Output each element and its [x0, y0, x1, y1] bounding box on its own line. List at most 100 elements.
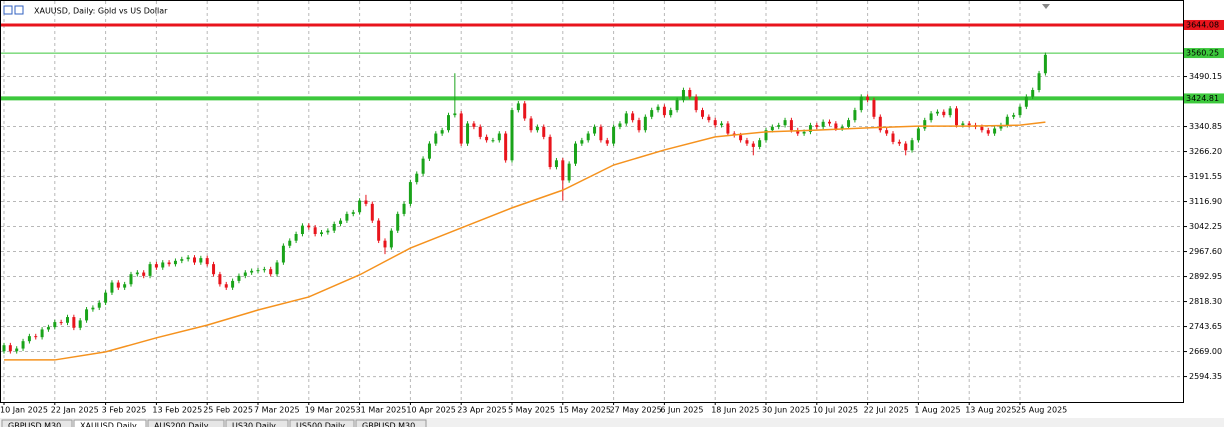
candle-body: [631, 113, 635, 121]
candle-body: [910, 140, 914, 151]
x-tick-label: 1 Aug 2025: [914, 406, 960, 415]
candle-body: [967, 123, 971, 126]
candle-body: [815, 125, 819, 127]
price-level-label: 3424.81: [1186, 94, 1219, 103]
candle-body: [764, 130, 768, 141]
candle-body: [637, 120, 641, 131]
tab[interactable]: [355, 419, 427, 431]
candle-body: [1005, 116, 1009, 126]
x-tick-label: 5 May 2025: [508, 406, 555, 415]
candle-body: [802, 131, 806, 134]
candle-body: [542, 126, 546, 137]
price-level-tag: [1184, 19, 1224, 30]
x-tick-label: 31 Mar 2025: [356, 406, 407, 415]
candle-body: [46, 327, 50, 330]
candle-body: [1024, 96, 1028, 107]
x-tick-label: 23 Apr 2025: [457, 406, 506, 415]
x-tick-label: 3 Feb 2025: [102, 406, 147, 415]
candle-body: [377, 220, 381, 241]
candle-body: [231, 280, 235, 288]
candle-body: [586, 133, 590, 141]
tab[interactable]: [289, 419, 355, 431]
x-tick-label: 13 Feb 2025: [152, 406, 202, 415]
x-tick-label: 10 Jul 2025: [813, 406, 858, 415]
candle-body: [167, 262, 171, 265]
x-tick-label: 10 Apr 2025: [406, 406, 455, 415]
candle-body: [402, 203, 406, 214]
axis: 2594.35 2669.00 2743.65 2818.30 2892.95 2967.…: [0, 19, 1224, 415]
x-tick-label: 22 Jul 2025: [864, 406, 909, 415]
y-tick-label: 3191.55: [1189, 172, 1222, 181]
candle-body: [618, 123, 622, 127]
candle-body: [434, 133, 438, 144]
candle-body: [897, 141, 901, 144]
candle-body: [574, 143, 577, 164]
candle-body: [796, 130, 800, 134]
tab-label[interactable]: US30,Daily: [232, 422, 276, 431]
tab-label[interactable]: GBPUSD,M30: [362, 422, 415, 431]
candle-body: [320, 232, 323, 235]
candle-body: [59, 322, 63, 324]
tab[interactable]: [147, 419, 225, 431]
candle-body: [986, 130, 990, 134]
candle-body: [758, 140, 762, 147]
candle-body: [472, 123, 476, 127]
candle-body: [351, 212, 355, 214]
x-tick-label: 13 Aug 2025: [965, 406, 1016, 415]
tab-label[interactable]: XAUUSD,Daily: [80, 422, 137, 431]
candle-body: [1043, 54, 1047, 74]
candle-body: [675, 100, 679, 111]
candle-body: [853, 110, 857, 121]
candle-body: [123, 284, 127, 288]
candle-body: [193, 257, 196, 263]
candle-body: [669, 110, 673, 116]
candle-body: [370, 203, 374, 221]
tab[interactable]: [73, 419, 147, 431]
tab-label[interactable]: US500,Daily: [296, 422, 345, 431]
candle-body: [269, 269, 273, 275]
candle-body: [15, 348, 19, 352]
candle-body: [453, 113, 457, 116]
candle-body: [516, 103, 520, 111]
x-tick-label: 6 Jun 2025: [660, 406, 703, 415]
candle-body: [459, 113, 463, 144]
candle-body: [332, 223, 336, 231]
tab-label[interactable]: AUS200,Daily: [154, 422, 209, 431]
candle-body: [828, 121, 831, 124]
price-level-label: 3644.08: [1186, 20, 1219, 29]
candle-body: [237, 275, 241, 281]
candle-body: [307, 225, 311, 228]
candle-body: [612, 126, 616, 144]
plot: [2, 52, 1047, 361]
y-tick-label: 2743.65: [1189, 322, 1222, 331]
candle-body: [535, 126, 539, 131]
candle-body: [53, 322, 57, 328]
y-tick-label: 3490.15: [1189, 72, 1222, 81]
candle-body: [885, 130, 889, 134]
x-tick-label: 18 Jun 2025: [711, 406, 759, 415]
x-tick-label: 10 Jan 2025: [0, 406, 48, 415]
candle-body: [948, 108, 952, 116]
tab-label[interactable]: GBPUSD,M30: [8, 422, 61, 431]
y-tick-label: 2892.95: [1189, 272, 1222, 281]
candle-body: [275, 262, 279, 275]
candle-body: [21, 341, 25, 349]
candle-body: [891, 133, 895, 142]
candle-body: [821, 121, 825, 127]
candle-body: [599, 126, 603, 141]
tab[interactable]: [1, 419, 73, 431]
candle-body: [942, 111, 946, 116]
candle-body: [326, 230, 330, 233]
tab[interactable]: [225, 419, 289, 431]
candle-body: [256, 270, 260, 272]
candle-body: [186, 257, 190, 260]
candle-body: [478, 126, 482, 137]
candle-body: [878, 116, 882, 131]
candle-body: [104, 292, 108, 303]
candle-body: [173, 260, 177, 265]
candle-body: [447, 115, 450, 131]
candle-body: [415, 173, 419, 183]
y-tick-label: 3266.20: [1189, 147, 1222, 156]
